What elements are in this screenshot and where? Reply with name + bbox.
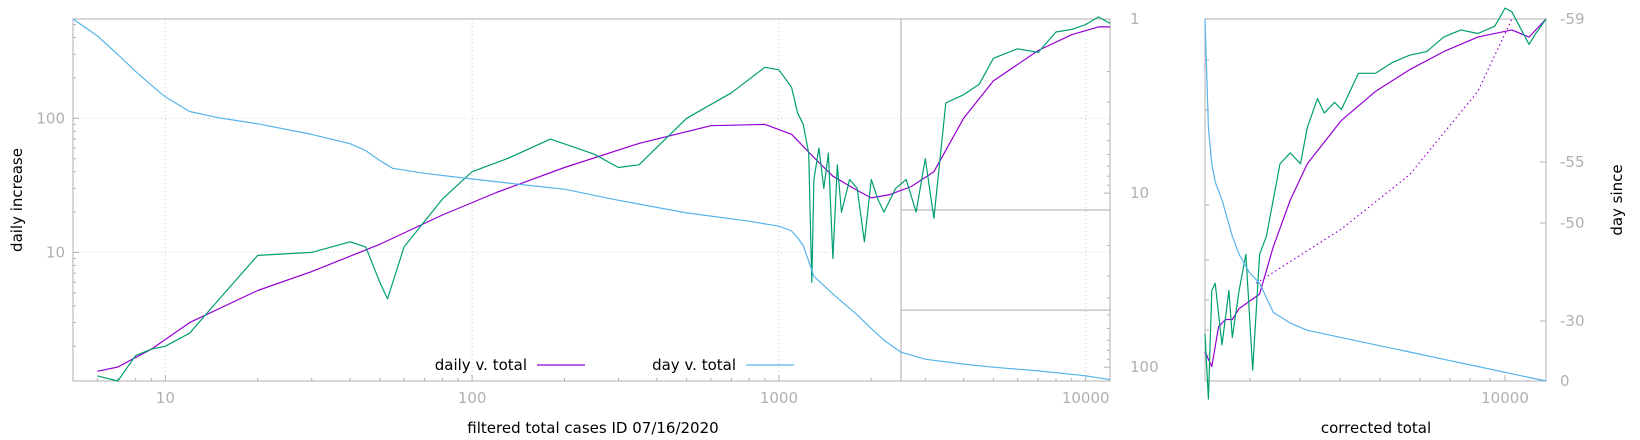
right-y2-tick-label: -59 <box>1560 10 1585 28</box>
left-tick-marks: 10 100 1000 10000 10 100 1 10 100 <box>36 10 1158 407</box>
x-tick-label: 10 <box>156 389 175 407</box>
y2-tick-label: 1 <box>1130 10 1140 28</box>
right-y2-axis-label: day since <box>1608 164 1626 235</box>
left-gridlines <box>73 19 1110 381</box>
y2-tick-label: 100 <box>1130 358 1159 376</box>
right-series-fit-dotted-line <box>1255 18 1513 284</box>
x-tick-label: 1000 <box>760 389 798 407</box>
legend-label-day: day v. total <box>652 356 736 374</box>
right-x-axis-label: corrected total <box>1321 419 1431 437</box>
series-daily-v-total-line <box>97 26 1110 372</box>
left-plot-frame <box>72 18 1111 382</box>
right-tick-marks: 10000 -59 -55 -50 -30 0 <box>1205 10 1585 407</box>
left-series-lines <box>72 16 1111 382</box>
y-tick-label: 100 <box>36 109 65 127</box>
right-panel: 10000 -59 -55 -50 -30 0 corrected total day s… <box>1204 7 1626 437</box>
right-series-lines <box>1204 7 1547 400</box>
right-plot-frame <box>1204 18 1547 382</box>
right-series-day-line <box>1204 18 1547 382</box>
y2-tick-label: 10 <box>1130 184 1149 202</box>
y-tick-label: 10 <box>46 243 65 261</box>
left-y-axis-label: daily increase <box>8 148 26 252</box>
series-raw-daily-line <box>97 16 1111 382</box>
series-day-v-total-line <box>72 18 1111 381</box>
reference-lines <box>900 19 1110 381</box>
right-y2-tick-label: -50 <box>1560 214 1585 232</box>
right-series-raw-line <box>1204 7 1547 400</box>
left-panel: 10 100 1000 10000 10 100 1 10 100 filtered total… <box>8 10 1159 437</box>
right-y2-tick-label: -30 <box>1560 312 1585 330</box>
left-x-axis-label: filtered total cases ID 07/16/2020 <box>467 419 718 437</box>
x-tick-label: 100 <box>458 389 487 407</box>
right-y2-tick-label: 0 <box>1560 372 1570 390</box>
legend-label-daily: daily v. total <box>435 356 527 374</box>
legend: daily v. total day v. total <box>435 356 794 374</box>
right-y2-tick-label: -55 <box>1560 153 1585 171</box>
right-x-tick-label: 10000 <box>1481 389 1529 407</box>
x-tick-label: 10000 <box>1062 389 1110 407</box>
